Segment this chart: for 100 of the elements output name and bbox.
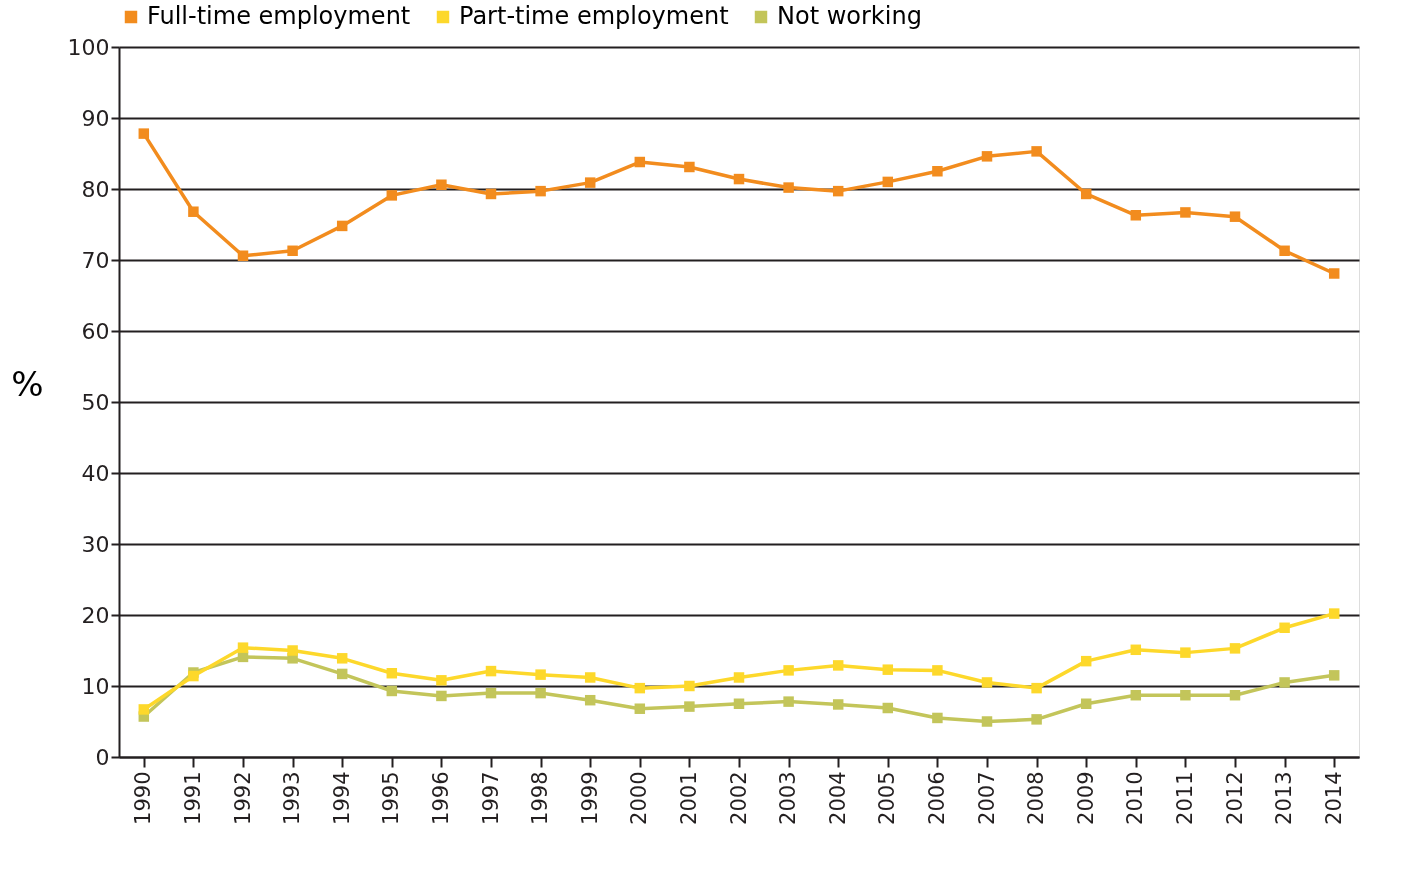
point: [584, 672, 596, 683]
point: [1130, 210, 1142, 221]
y-tick-label: 90: [81, 105, 110, 131]
point: [981, 151, 993, 162]
point: [1031, 146, 1042, 157]
point: [1279, 677, 1290, 688]
point: [386, 667, 398, 679]
x-tick-label: 1999: [577, 771, 602, 825]
point: [287, 245, 298, 257]
legend-label: Full-time employment: [147, 2, 411, 30]
point: [386, 685, 398, 697]
point: [485, 188, 497, 200]
point: [1279, 245, 1290, 257]
x-tick-label: 1994: [329, 771, 354, 825]
point: [882, 702, 894, 714]
point: [535, 687, 546, 699]
y-tick-label: 0: [95, 744, 110, 770]
point: [783, 696, 794, 707]
x-tick-label: 1991: [180, 771, 205, 825]
y-tick-label: 20: [81, 602, 110, 628]
point: [1031, 714, 1042, 725]
point: [535, 185, 546, 197]
point: [832, 699, 844, 710]
point: [436, 179, 447, 190]
x-tick-label: 2002: [726, 771, 751, 825]
x-tick-label: 2004: [825, 771, 850, 825]
x-tick-label: 2008: [1024, 771, 1049, 825]
point: [932, 712, 943, 724]
x-tick-label: 1993: [280, 771, 305, 825]
point: [336, 653, 348, 664]
x-tick-label: 2001: [676, 771, 701, 825]
y-tick-label: 10: [81, 673, 110, 699]
x-tick-label: 2006: [924, 771, 949, 825]
point: [584, 694, 596, 706]
point: [1180, 689, 1191, 701]
point: [237, 642, 249, 653]
point: [733, 698, 745, 709]
point: [1229, 211, 1241, 222]
point: [634, 156, 646, 168]
point: [1180, 207, 1191, 218]
point: [932, 166, 943, 177]
point: [386, 190, 398, 201]
point: [634, 703, 646, 714]
x-tick-label: 2014: [1321, 771, 1346, 825]
point: [436, 675, 447, 686]
x-tick-label: 2005: [875, 771, 900, 825]
point: [188, 670, 199, 682]
point: [1229, 689, 1241, 701]
x-tick-label: 1990: [131, 771, 156, 825]
point: [634, 682, 646, 694]
point: [1080, 655, 1092, 667]
x-tick-label: 1997: [478, 771, 503, 825]
point: [237, 250, 249, 261]
point: [1328, 670, 1340, 681]
point: [485, 665, 497, 677]
point: [138, 128, 150, 139]
point: [733, 672, 745, 683]
y-tick-label: 50: [81, 389, 110, 415]
y-tick-label: 80: [81, 176, 110, 202]
point: [188, 206, 199, 217]
y-tick-label: 30: [81, 531, 110, 557]
point: [684, 680, 695, 692]
point: [1080, 698, 1092, 709]
x-tick-label: 2011: [1172, 771, 1197, 825]
point: [1031, 682, 1042, 694]
x-tick-label: 2013: [1272, 771, 1297, 825]
y-tick-label: 100: [67, 34, 110, 60]
y-tick-label: 70: [81, 247, 110, 273]
legend-label: Part-time employment: [459, 2, 729, 30]
point: [882, 664, 894, 675]
point: [932, 665, 943, 676]
point: [981, 716, 993, 727]
point: [336, 668, 348, 680]
point: [832, 660, 844, 671]
x-tick-label: 2000: [627, 771, 652, 825]
point: [436, 690, 447, 702]
x-tick-label: 1998: [528, 771, 553, 825]
point: [1229, 643, 1241, 654]
x-tick-label: 2012: [1222, 771, 1247, 825]
point: [1279, 622, 1290, 634]
point: [535, 669, 546, 680]
x-tick-label: 1992: [230, 771, 255, 825]
point: [684, 161, 695, 173]
point: [584, 177, 596, 188]
point: [882, 176, 894, 188]
y-axis-title: %: [11, 363, 44, 404]
point: [832, 185, 844, 197]
point: [138, 704, 150, 715]
y-tick-label: 40: [81, 460, 110, 486]
point: [1328, 608, 1340, 619]
point: [287, 645, 298, 656]
point: [783, 665, 794, 676]
point: [1080, 188, 1092, 200]
point: [1328, 268, 1340, 279]
x-tick-label: 1995: [379, 771, 404, 825]
point: [783, 182, 794, 193]
point: [336, 220, 348, 232]
x-tick-label: 2010: [1123, 771, 1148, 825]
legend-label: Not working: [777, 2, 922, 30]
x-tick-label: 2007: [974, 771, 999, 825]
